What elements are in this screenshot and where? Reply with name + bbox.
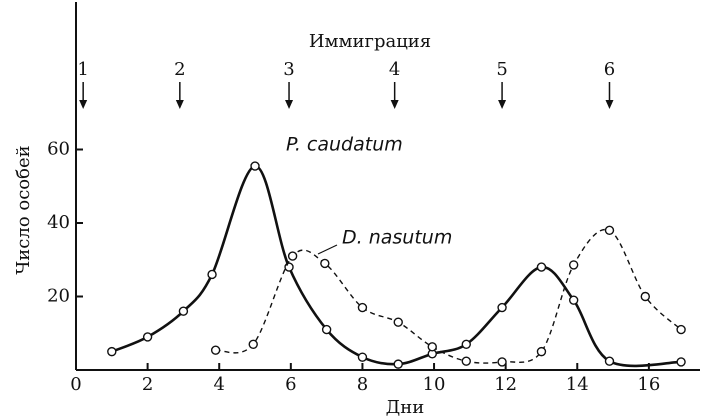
series-label: D. nasutum	[342, 227, 452, 249]
data-point	[676, 324, 686, 335]
y-axis-label: Число особей	[13, 145, 34, 274]
data-point	[568, 260, 579, 270]
data-point	[207, 269, 217, 280]
data-point	[142, 332, 153, 342]
immigration-label: 5	[496, 59, 507, 80]
series-line	[111, 164, 682, 368]
immigration-label: 1	[77, 59, 88, 80]
x-axis-label: Дни	[386, 397, 425, 418]
x-tick-label: 12	[494, 374, 517, 395]
data-point	[497, 357, 507, 367]
data-point	[393, 359, 403, 369]
arrow-head	[498, 100, 507, 109]
data-point	[210, 345, 221, 355]
x-tick-label: 6	[285, 374, 296, 395]
data-point	[536, 346, 547, 357]
data-point	[461, 356, 471, 366]
immigration-title: Иммиграция	[309, 31, 431, 52]
data-point	[357, 352, 368, 362]
arrow-head	[285, 100, 294, 109]
label-leader	[317, 244, 338, 255]
data-point	[284, 262, 294, 272]
data-point	[393, 317, 403, 327]
data-point	[248, 339, 258, 349]
data-point	[568, 295, 579, 305]
data-point	[287, 251, 298, 261]
series-line	[215, 228, 682, 364]
data-point	[497, 302, 507, 313]
data-point	[461, 339, 471, 349]
x-tick-label: 2	[142, 374, 153, 395]
data-point	[676, 357, 686, 367]
x-tick-label: 16	[637, 374, 660, 395]
data-point	[321, 324, 332, 335]
immigration-label: 2	[174, 59, 185, 80]
x-tick-label: 4	[213, 374, 224, 395]
data-point	[357, 302, 368, 313]
data-point	[178, 306, 189, 316]
x-tick-label: 10	[423, 374, 446, 395]
data-point	[107, 346, 117, 357]
data-point	[427, 342, 437, 352]
data-point	[320, 258, 330, 269]
y-tick-label: 60	[47, 139, 70, 160]
immigration-label: 4	[389, 59, 400, 80]
data-point	[250, 161, 260, 171]
arrow-head	[390, 100, 399, 109]
x-tick-label: 0	[70, 374, 81, 395]
data-point	[604, 225, 615, 236]
data-point	[604, 356, 615, 366]
x-tick-label: 8	[357, 374, 368, 395]
data-point	[536, 262, 547, 272]
y-tick-label: 40	[47, 212, 70, 233]
arrow-head	[605, 100, 614, 109]
arrow-head	[175, 100, 184, 109]
immigration-label: 3	[283, 59, 294, 80]
series-label: P. caudatum	[286, 134, 403, 156]
y-tick-label: 20	[47, 286, 70, 307]
arrow-head	[79, 100, 88, 109]
data-point	[640, 291, 650, 302]
immigration-label: 6	[604, 59, 615, 80]
x-tick-label: 14	[566, 374, 589, 395]
